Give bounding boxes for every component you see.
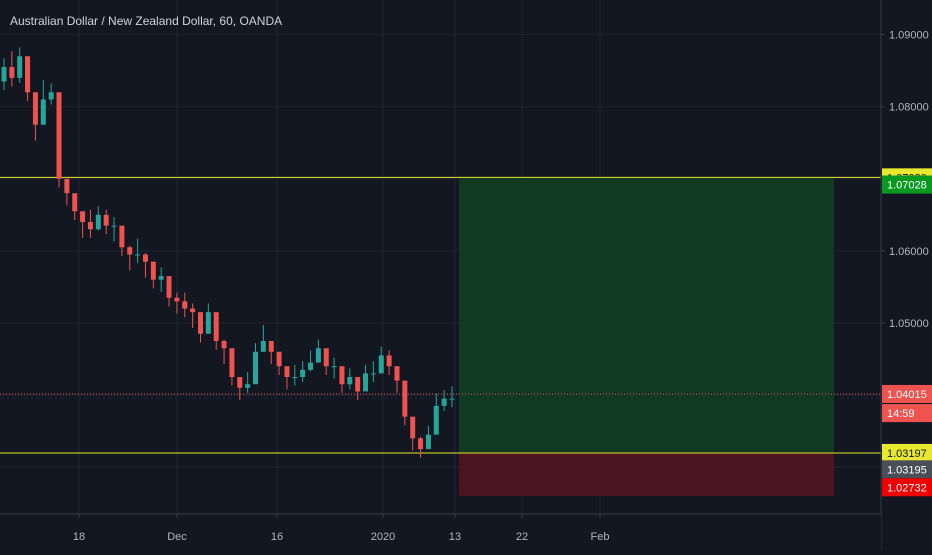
candle-body [308,362,314,370]
candle-body [402,380,408,417]
time-label: Dec [167,531,187,543]
candle-body [237,377,243,388]
candle-body [418,438,424,450]
candle-body [260,340,266,352]
current-price-badge-bg [882,384,932,403]
candle-body [56,92,62,179]
symbol-title: Australian Dollar / New Zealand Dollar, … [10,14,283,28]
candle-body [410,416,416,439]
candle-body [370,373,376,375]
candle-body [441,398,447,406]
candle-body [363,373,369,392]
candle-body [276,351,282,367]
time-label: 16 [271,531,283,543]
last-price-badge-bg [882,460,932,479]
candle-body [17,56,23,78]
candle-body [284,366,290,378]
candle-body [111,225,117,227]
countdown-badge: 14:59 [887,408,915,420]
time-axis [0,514,881,550]
candle-body [190,308,196,313]
target-badge: 1.07028 [887,180,927,192]
price-label: 1.05000 [889,318,929,330]
candle-body [268,340,274,352]
candle-body [80,211,86,223]
time-label: 2020 [371,531,395,543]
candle-body [221,340,227,349]
time-label: 18 [73,531,85,543]
candle-body [32,92,38,125]
candle-body [229,348,235,378]
level-badge-bottom-bg [882,443,932,462]
candle-body [150,261,156,280]
candle-body [158,276,164,280]
candle-body [323,348,329,367]
candle-body [433,405,439,435]
candle-body [25,56,31,93]
candle-body [40,99,46,125]
price-label: 1.06000 [889,246,929,258]
candle-body [205,312,211,334]
candle-body [253,351,259,385]
candle-body [95,214,101,230]
candle-body [142,254,148,262]
candle-body [378,355,384,374]
candle-body [292,377,298,379]
time-label: 22 [516,531,528,543]
candle-body [182,301,188,309]
candle-body [339,366,345,385]
position-profit-zone [459,176,834,453]
candle-body [425,434,431,450]
stop-badge: 1.02732 [887,482,927,494]
candle-body [300,369,306,378]
candle-body [331,366,337,368]
target-badge-bg [882,175,932,194]
candle-body [386,355,392,367]
candle-body [245,384,251,388]
last-price-badge: 1.03195 [887,464,927,476]
candle-body [119,225,125,248]
candle-body [64,178,70,194]
candle-body [127,247,133,255]
time-label: Feb [591,531,610,543]
candle-body [347,377,353,385]
level-badge-bottom: 1.03197 [887,448,927,460]
candle-body [48,92,54,100]
candle-body [315,348,321,363]
candle-body [197,312,203,334]
candle-body [166,276,172,298]
candle-body [355,377,361,392]
time-label: 13 [449,531,461,543]
candle-body [9,67,15,78]
position-loss-zone [459,452,834,496]
candle-body [394,366,400,381]
candle-body [1,67,7,82]
countdown-badge-bg [882,404,932,423]
candle-body [213,312,219,341]
candle-body [87,222,93,230]
candle-body [135,254,141,256]
price-label: 1.09000 [889,30,929,42]
candle-body [449,398,455,400]
candle-body [174,297,180,302]
price-label: 1.08000 [889,102,929,114]
candle-body [72,193,78,212]
stop-badge-bg [882,478,932,497]
current-price-badge: 1.04015 [887,389,927,401]
candle-body [103,214,109,226]
